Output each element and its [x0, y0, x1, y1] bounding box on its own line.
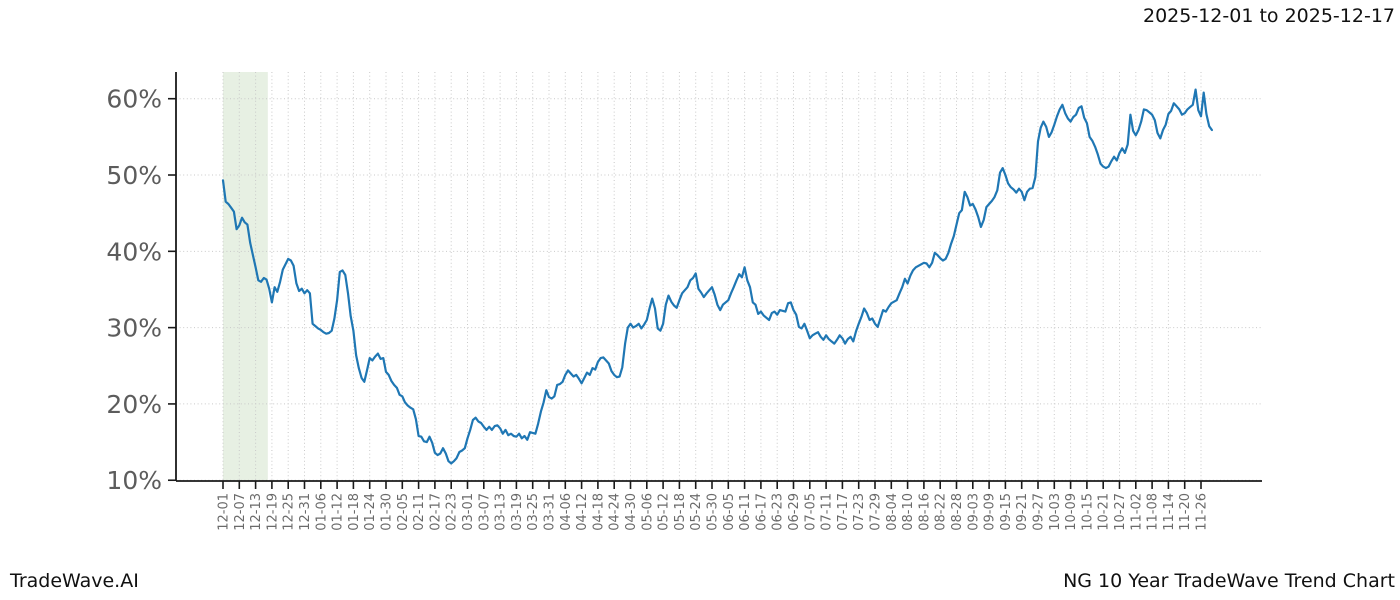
- chart-title-footer: NG 10 Year TradeWave Trend Chart: [1063, 570, 1395, 592]
- x-tick-label: 07-17: [836, 493, 851, 531]
- x-tick-label: 10-09: [1064, 493, 1079, 531]
- x-tick-label: 04-24: [608, 493, 623, 531]
- trend-line: [221, 88, 1213, 465]
- x-tick-label: 11-20: [1178, 493, 1193, 531]
- x-tick-label: 11-08: [1146, 493, 1161, 531]
- x-tick-label: 08-16: [917, 493, 932, 531]
- x-tick-label: 04-30: [624, 493, 639, 531]
- x-tick-label: 09-27: [1032, 493, 1047, 531]
- x-tick-label: 07-29: [869, 493, 884, 531]
- x-tick-label: 12-07: [233, 493, 248, 531]
- x-tick-label: 06-17: [754, 493, 769, 531]
- x-tick-label: 04-06: [559, 493, 574, 531]
- y-tick-label: 50%: [106, 161, 162, 190]
- y-tick-label: 40%: [106, 237, 162, 266]
- x-tick-label: 05-24: [689, 493, 704, 531]
- x-tick-label: 08-28: [950, 493, 965, 531]
- x-tick-label: 06-05: [722, 493, 737, 531]
- x-tick-label: 01-30: [380, 493, 395, 531]
- x-tick-label: 02-23: [445, 493, 460, 531]
- highlight-band: [223, 72, 268, 481]
- x-tick-label: 11-02: [1129, 493, 1144, 531]
- x-tick-label: 12-25: [282, 493, 297, 531]
- x-tick-label: 05-06: [640, 493, 655, 531]
- x-tick-label: 10-03: [1048, 493, 1063, 531]
- x-tick-label: 10-27: [1113, 493, 1128, 531]
- x-tick-label: 07-23: [852, 493, 867, 531]
- x-tick-label: 09-03: [966, 493, 981, 531]
- x-tick-label: 07-11: [820, 493, 835, 531]
- x-tick-label: 12-31: [298, 493, 313, 531]
- x-tick-label: 05-18: [673, 493, 688, 531]
- y-tick-label: 30%: [106, 314, 162, 343]
- brand-footer: TradeWave.AI: [10, 570, 139, 592]
- y-tick-label: 10%: [106, 466, 162, 495]
- x-tick-label: 03-07: [477, 493, 492, 531]
- x-tick-label: 02-17: [428, 493, 443, 531]
- x-tick-label: 01-06: [314, 493, 329, 531]
- x-tick-label: 03-13: [494, 493, 509, 531]
- y-tick-label: 60%: [106, 85, 162, 114]
- x-tick-label: 09-21: [1015, 493, 1030, 531]
- x-tick-label: 12-19: [265, 493, 280, 531]
- x-tick-label: 03-25: [526, 493, 541, 531]
- x-tick-label: 11-14: [1162, 493, 1177, 531]
- x-tick-label: 12-13: [249, 493, 264, 531]
- x-tick-label: 06-23: [771, 493, 786, 531]
- x-tick-label: 08-22: [934, 493, 949, 531]
- date-range-title: 2025-12-01 to 2025-12-17: [1143, 5, 1395, 27]
- x-tick-label: 03-01: [461, 493, 476, 531]
- x-tick-label: 01-24: [363, 493, 378, 531]
- x-tick-label: 04-18: [591, 493, 606, 531]
- x-tick-label: 03-31: [543, 493, 558, 531]
- x-tick-label: 03-19: [510, 493, 525, 531]
- x-tick-label: 02-11: [412, 493, 427, 531]
- x-tick-label: 04-12: [575, 493, 590, 531]
- x-tick-label: 08-10: [901, 493, 916, 531]
- x-tick-label: 11-26: [1195, 493, 1210, 531]
- x-tick-label: 06-11: [738, 493, 753, 531]
- x-tick-label: 08-04: [885, 493, 900, 531]
- x-tick-label: 02-05: [396, 493, 411, 531]
- x-tick-label: 05-30: [706, 493, 721, 531]
- x-tick-label: 12-01: [217, 493, 232, 531]
- x-tick-label: 06-29: [787, 493, 802, 531]
- x-tick-label: 01-18: [347, 493, 362, 531]
- x-tick-label: 07-05: [803, 493, 818, 531]
- x-tick-label: 01-12: [331, 493, 346, 531]
- x-tick-label: 10-15: [1080, 493, 1095, 531]
- x-tick-label: 10-21: [1097, 493, 1112, 531]
- x-tick-label: 09-15: [999, 493, 1014, 531]
- x-tick-label: 05-12: [657, 493, 672, 531]
- y-tick-label: 20%: [106, 390, 162, 419]
- x-tick-label: 09-09: [983, 493, 998, 531]
